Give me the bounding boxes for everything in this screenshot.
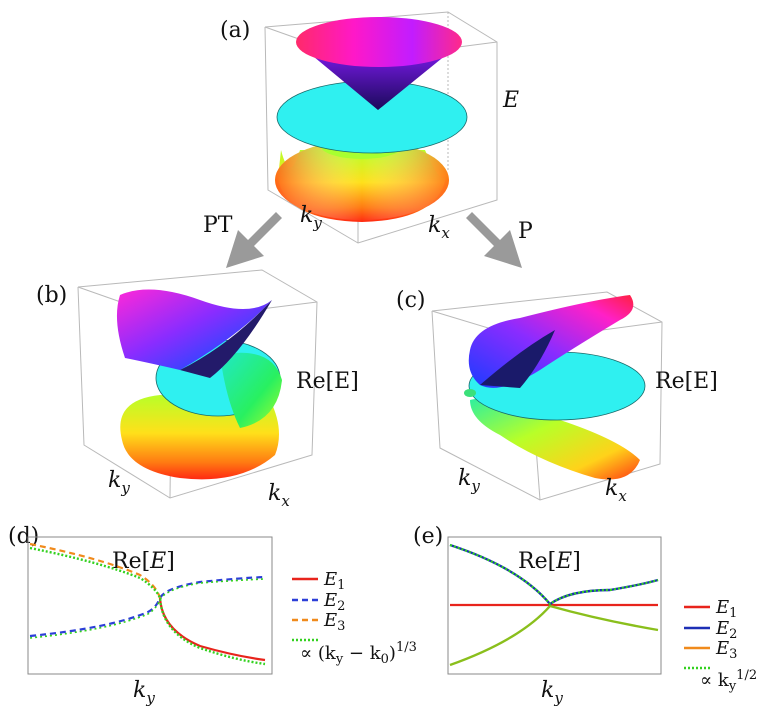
panel-b-axis-e: Re[E] bbox=[296, 369, 359, 394]
arrow-pt: PT bbox=[203, 212, 282, 268]
panel-d-legend-fit: ∝ (ky − k0)1/3 bbox=[300, 640, 417, 667]
panel-e-label: (e) bbox=[413, 524, 443, 549]
panel-d: (d) Re[E] ky E1 E2 E3 ∝ (ky − k0)1/3 bbox=[8, 524, 417, 707]
panel-b-upper-band bbox=[116, 289, 272, 370]
panel-d-curve-e2 bbox=[29, 575, 266, 638]
panel-d-legend-e2: E2 bbox=[323, 590, 345, 614]
panel-c-axis-kx: kx bbox=[605, 476, 627, 505]
panel-e-legend-e1: E1 bbox=[715, 597, 737, 621]
panel-d-legend-e3: E3 bbox=[323, 610, 345, 634]
panel-e-plot-frame bbox=[447, 536, 662, 675]
panel-e: (e) Re[E] ky E1 E2 E3 ∝ ky1/2 bbox=[413, 524, 757, 707]
panel-a-axis-e: E bbox=[502, 88, 519, 113]
panel-e-curve-fit bbox=[449, 543, 659, 606]
panel-c-label: (c) bbox=[396, 288, 426, 313]
panel-b-label: (b) bbox=[36, 283, 67, 308]
panel-c-axis-e: Re[E] bbox=[655, 369, 718, 394]
panel-c: (c) Re[E] ky kx bbox=[396, 288, 718, 505]
panel-d-curve-e1 bbox=[158, 597, 266, 662]
arrow-p: P bbox=[466, 212, 533, 268]
panel-c-lower-band bbox=[470, 398, 640, 480]
arrow-p-label: P bbox=[518, 219, 533, 244]
panel-a: (a) E ky kx bbox=[220, 11, 519, 244]
panel-d-curve-fit bbox=[29, 546, 266, 666]
panel-a-axis-kx: kx bbox=[428, 213, 450, 242]
panel-c-axis-ky: ky bbox=[458, 466, 480, 495]
panel-e-legend-e3: E3 bbox=[715, 638, 737, 662]
panel-a-axis-ky: ky bbox=[300, 203, 322, 232]
panel-d-legend-e1: E1 bbox=[323, 569, 345, 593]
panel-d-xlabel: ky bbox=[133, 678, 155, 707]
panel-e-title: Re[E] bbox=[518, 549, 581, 574]
panel-d-legend: E1 E2 E3 ∝ (ky − k0)1/3 bbox=[292, 569, 417, 667]
panel-b-axis-ky: ky bbox=[108, 468, 130, 497]
arrow-pt-label: PT bbox=[203, 213, 233, 238]
panel-e-legend: E1 E2 E3 ∝ ky1/2 bbox=[684, 597, 757, 694]
panel-e-legend-fit: ∝ ky1/2 bbox=[700, 668, 757, 694]
panel-b-axis-kx: kx bbox=[268, 481, 290, 510]
panel-e-curve-e3 bbox=[449, 604, 659, 667]
panel-a-upper-cone bbox=[296, 17, 462, 67]
panel-e-xlabel: ky bbox=[541, 678, 563, 707]
panel-b: (b) Re[E] ky kx bbox=[36, 269, 359, 510]
panel-d-title: Re[E] bbox=[112, 549, 175, 574]
panel-d-plot-frame bbox=[27, 536, 273, 675]
panel-a-label: (a) bbox=[220, 18, 250, 43]
panel-e-legend-e2: E2 bbox=[715, 618, 737, 642]
